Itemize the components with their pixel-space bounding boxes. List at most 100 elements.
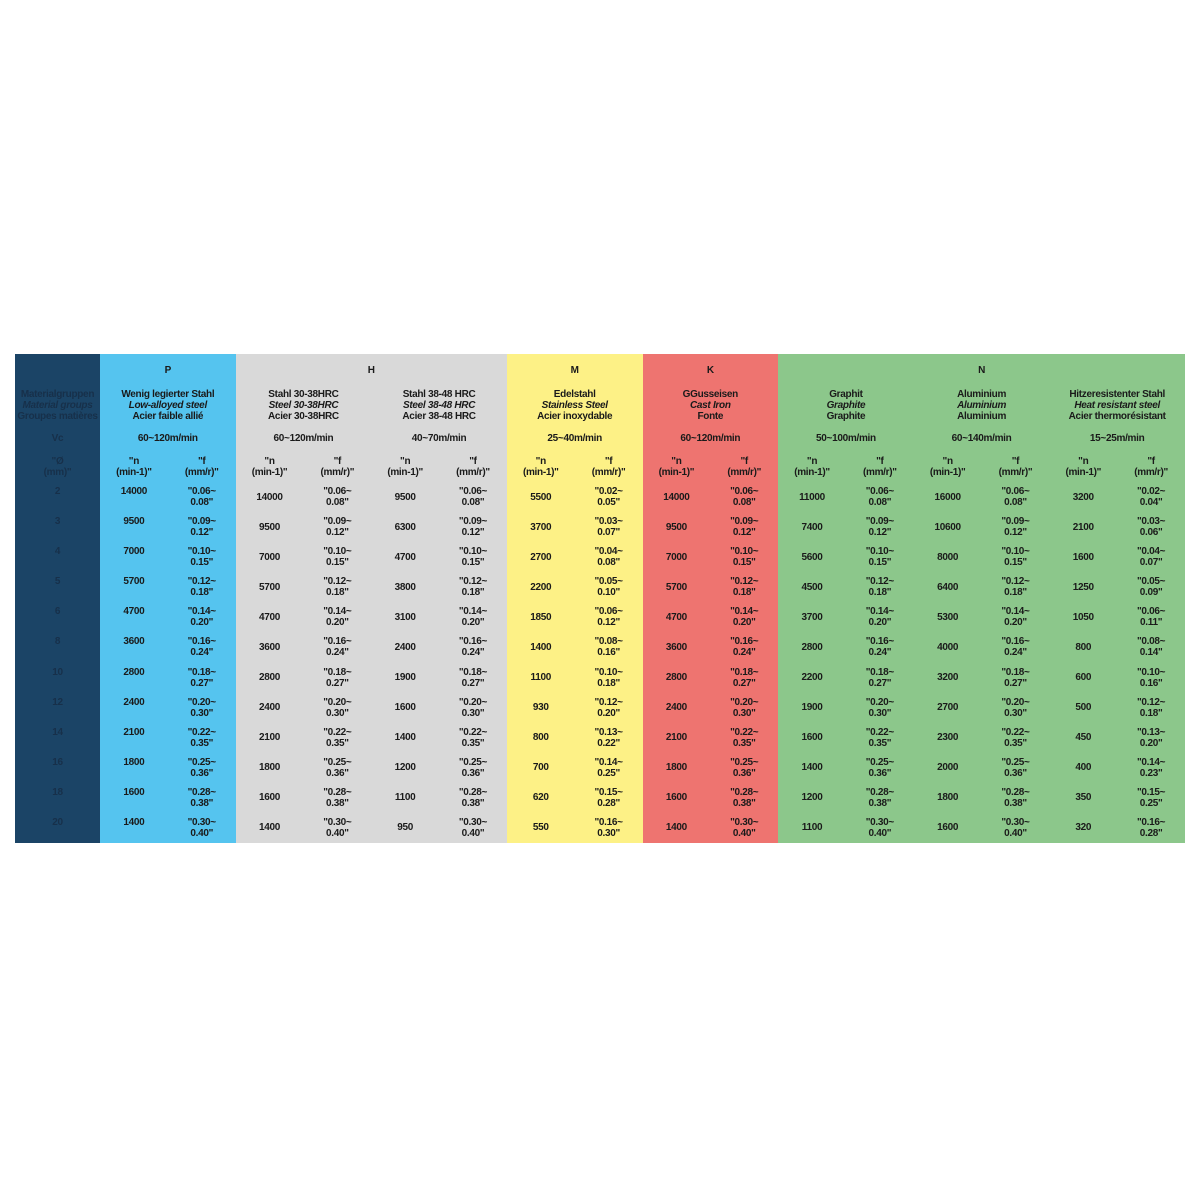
spindle-speed-n: 5300 (913, 602, 982, 633)
feed-rate-f: "0.06~ 0.08" (845, 482, 914, 513)
spindle-speed-n: 3600 (642, 632, 711, 663)
spindle-speed-n: 4700 (642, 602, 711, 633)
spindle-speed-n: 2100 (642, 722, 711, 753)
spindle-speed-n: 6400 (913, 572, 982, 603)
cutting-speed-vc: 60~120m/min (642, 424, 779, 452)
label-column-top (15, 354, 100, 386)
spindle-speed-n: 1800 (913, 782, 982, 813)
feed-rate-f: "0.22~ 0.35" (710, 722, 779, 753)
spindle-speed-n: 2200 (506, 572, 575, 603)
header-f: "f (mm/r)" (710, 452, 779, 482)
spindle-speed-n: 7000 (235, 542, 304, 573)
material-name-de: Graphit (829, 388, 863, 400)
feed-rate-f: "0.16~ 0.24" (845, 632, 914, 663)
diameter-value: 16 (15, 752, 100, 783)
feed-rate-f: "0.12~ 0.18" (439, 572, 507, 603)
material-name-de: Wenig legierter Stahl (121, 388, 215, 400)
spindle-speed-n: 600 (1049, 662, 1118, 693)
feed-rate-f: "0.10~ 0.15" (981, 542, 1050, 573)
feed-rate-f: "0.10~ 0.18" (574, 662, 643, 693)
group-letter-p: P (100, 354, 236, 386)
spindle-speed-n: 1900 (371, 662, 440, 693)
material-name: Edelstahl Stainless Steel Acier inoxydable (506, 386, 643, 424)
material-name-fr: Acier faible allié (132, 410, 204, 422)
diameter-value: 20 (15, 812, 100, 843)
feed-rate-f: "0.09~ 0.12" (845, 512, 914, 543)
spindle-speed-n: 2800 (100, 662, 168, 693)
feed-rate-f: "0.16~ 0.30" (574, 812, 643, 843)
spindle-speed-n: 1400 (235, 812, 304, 843)
cutting-speed-vc: 25~40m/min (506, 424, 643, 452)
spindle-speed-n: 4700 (371, 542, 440, 573)
feed-rate-f: "0.15~ 0.25" (1117, 782, 1185, 813)
header-n: "n (min-1)" (371, 452, 440, 482)
spindle-speed-n: 5700 (235, 572, 304, 603)
spindle-speed-n: 1050 (1049, 602, 1118, 633)
feed-rate-f: "0.12~ 0.18" (167, 572, 236, 603)
spindle-speed-n: 1850 (506, 602, 575, 633)
spindle-speed-n: 2800 (235, 662, 304, 693)
diameter-value: 14 (15, 722, 100, 753)
spindle-speed-n: 14000 (235, 482, 304, 513)
feed-rate-f: "0.18~ 0.27" (845, 662, 914, 693)
feed-rate-f: "0.15~ 0.28" (574, 782, 643, 813)
group-letter-n: N (778, 354, 1185, 386)
feed-rate-f: "0.18~ 0.27" (439, 662, 507, 693)
spindle-speed-n: 14000 (642, 482, 711, 513)
header-n: "n (min-1)" (913, 452, 982, 482)
cutting-speed-vc: 15~25m/min (1049, 424, 1185, 452)
feed-rate-f: "0.20~ 0.30" (167, 692, 236, 723)
feed-rate-f: "0.14~ 0.20" (167, 602, 236, 633)
cutting-speed-vc: 40~70m/min (371, 424, 507, 452)
spindle-speed-n: 1600 (371, 692, 440, 723)
feed-rate-f: "0.16~ 0.24" (981, 632, 1050, 663)
spindle-speed-n: 1600 (235, 782, 304, 813)
spindle-speed-n: 2100 (1049, 512, 1118, 543)
feed-rate-f: "0.12~ 0.18" (845, 572, 914, 603)
feed-rate-f: "0.25~ 0.36" (845, 752, 914, 783)
spindle-speed-n: 1400 (506, 632, 575, 663)
group-letter-h: H (235, 354, 507, 386)
diameter-value: 5 (15, 572, 100, 603)
feed-rate-f: "0.13~ 0.20" (1117, 722, 1185, 753)
material-name: Stahl 38-48 HRC Steel 38-48 HRC Acier 38-4… (371, 386, 507, 424)
spindle-speed-n: 620 (506, 782, 575, 813)
feed-rate-f: "0.12~ 0.18" (303, 572, 372, 603)
material-name: Wenig legierter Stahl Low-alloyed steel Ac… (100, 386, 236, 424)
spindle-speed-n: 9500 (371, 482, 440, 513)
feed-rate-f: "0.22~ 0.35" (845, 722, 914, 753)
header-f: "f (mm/r)" (439, 452, 507, 482)
spindle-speed-n: 1600 (642, 782, 711, 813)
header-f: "f (mm/r)" (1117, 452, 1185, 482)
feed-rate-f: "0.25~ 0.36" (710, 752, 779, 783)
feed-rate-f: "0.06~ 0.08" (167, 482, 236, 513)
diameter-value: 8 (15, 632, 100, 663)
spindle-speed-n: 3700 (778, 602, 846, 633)
material-groups-label-line: Materialgruppen (20, 388, 95, 400)
feed-rate-f: "0.06~ 0.11" (1117, 602, 1185, 633)
material-name-de: Hitzeresistenter Stahl (1069, 388, 1166, 400)
spindle-speed-n: 1600 (913, 812, 982, 843)
spindle-speed-n: 5600 (778, 542, 846, 573)
feed-rate-f: "0.12~ 0.18" (981, 572, 1050, 603)
material-name-en: Aluminium (957, 399, 1007, 411)
group-letter-m: M (506, 354, 643, 386)
material-name-de: Stahl 38-48 HRC (402, 388, 476, 400)
feed-rate-f: "0.28~ 0.38" (710, 782, 779, 813)
feed-rate-f: "0.30~ 0.40" (981, 812, 1050, 843)
feed-rate-f: "0.25~ 0.36" (303, 752, 372, 783)
feed-rate-f: "0.20~ 0.30" (439, 692, 507, 723)
feed-rate-f: "0.08~ 0.14" (1117, 632, 1185, 663)
header-f: "f (mm/r)" (845, 452, 914, 482)
material-name-fr: Fonte (697, 410, 724, 422)
spindle-speed-n: 4500 (778, 572, 846, 603)
spindle-speed-n: 1600 (1049, 542, 1118, 573)
material-name: Stahl 30-38HRC Steel 30-38HRC Acier 30-38H… (235, 386, 372, 424)
spindle-speed-n: 1900 (778, 692, 846, 723)
header-n: "n (min-1)" (1049, 452, 1118, 482)
material-name-de: GGusseisen (682, 388, 739, 400)
material-name-fr: Acier 38-48 HRC (402, 410, 476, 422)
feed-rate-f: "0.10~ 0.15" (845, 542, 914, 573)
diameter-label: "Ø (mm)" (15, 452, 100, 482)
feed-rate-f: "0.30~ 0.40" (303, 812, 372, 843)
